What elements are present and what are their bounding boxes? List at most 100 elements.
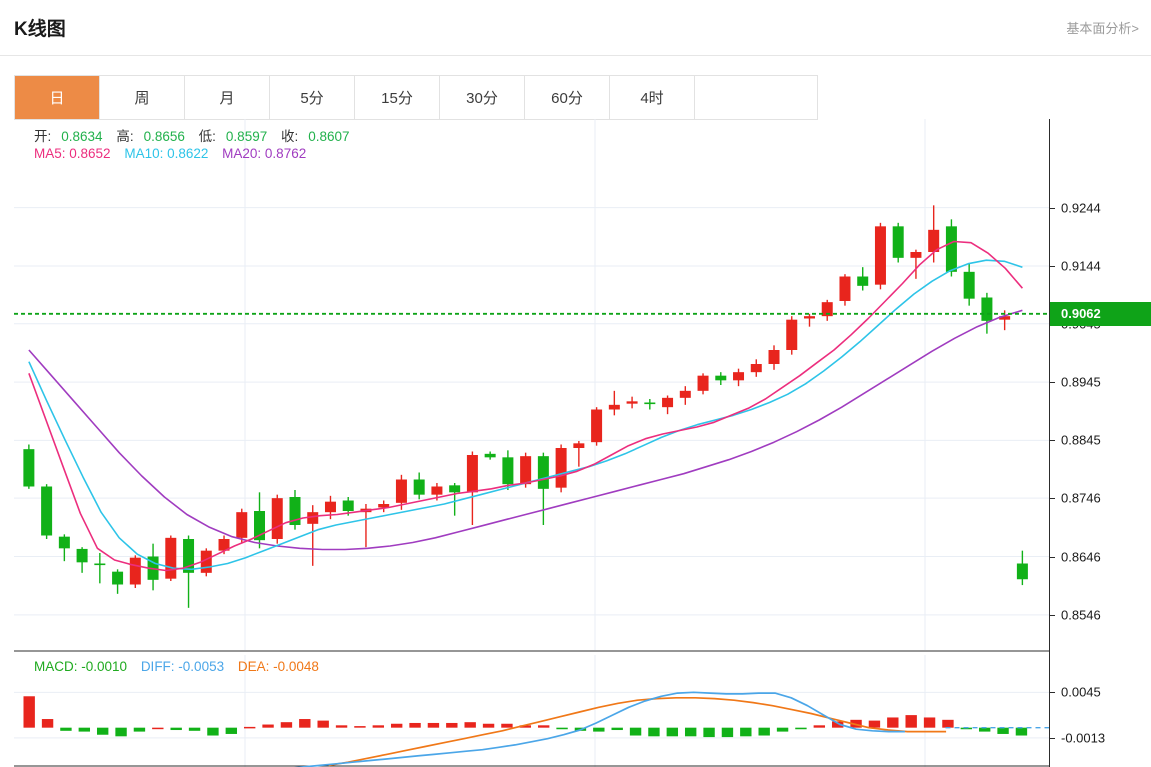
candle-body — [803, 316, 815, 319]
candle-body — [892, 226, 904, 258]
candle-body — [112, 571, 124, 585]
tab-5[interactable]: 30分 — [440, 76, 525, 119]
macd-hist-bar-2 — [60, 727, 72, 731]
macd-hist-bar-16 — [317, 720, 329, 728]
candle-body — [200, 550, 212, 573]
macd-hist-bar-23 — [446, 722, 458, 728]
diff-line — [294, 691, 905, 767]
candle-body — [218, 539, 230, 551]
candle-15 — [289, 490, 301, 530]
candle-body — [821, 302, 833, 317]
candle-body — [324, 501, 336, 513]
candle-9 — [183, 535, 195, 608]
macd-hist-bar-27 — [519, 725, 532, 728]
period-tabbar: 日 周 月 5分 15分 30分 60分 4时 — [14, 75, 818, 120]
candle-body — [76, 548, 88, 563]
tab-7[interactable]: 4时 — [610, 76, 695, 119]
tab-4[interactable]: 15分 — [355, 76, 440, 119]
tab-6[interactable]: 60分 — [525, 76, 610, 119]
candle-body — [431, 486, 443, 495]
tab-2[interactable]: 月 — [185, 76, 270, 119]
macd-hist-bar-3 — [78, 727, 91, 732]
macd-hist-bar-50 — [942, 719, 954, 728]
macd-hist-bar-20 — [390, 723, 403, 728]
candle-body — [236, 512, 248, 538]
axis-tick-6 — [1049, 556, 1055, 558]
macd-hist-bar-9 — [188, 727, 201, 731]
axis-tick-3 — [1049, 382, 1055, 384]
candle-2 — [58, 534, 70, 562]
candle-31 — [573, 441, 585, 467]
candle-1 — [41, 484, 53, 539]
candle-body — [573, 443, 585, 448]
macd-hist-bar-12 — [243, 726, 256, 729]
candle-38 — [697, 373, 709, 395]
tab-1[interactable]: 周 — [100, 76, 185, 119]
macd-hist-bar-24 — [464, 722, 476, 728]
macd-hist-bar-1 — [41, 719, 54, 728]
macd-hist-bar-28 — [537, 725, 550, 728]
fundamental-analysis-link[interactable]: 基本面分析> — [1066, 21, 1139, 36]
macd-hist-bar-53 — [997, 727, 1009, 734]
tab-3[interactable]: 5分 — [270, 76, 355, 119]
tab-label: 5分 — [300, 90, 324, 107]
candle-53 — [963, 263, 975, 306]
candle-body — [626, 401, 638, 404]
ma10-line — [28, 259, 1023, 571]
macd-hist-bar-33 — [629, 727, 642, 736]
candle-body — [41, 486, 53, 536]
candle-body — [484, 453, 496, 458]
candle-body — [679, 390, 691, 398]
tab-label: 60分 — [551, 90, 583, 107]
tabbar-spacer — [695, 76, 818, 119]
candle-body — [928, 229, 940, 252]
candle-50 — [910, 249, 922, 279]
axis-tick-4 — [1049, 440, 1055, 442]
candle-30 — [555, 444, 567, 493]
macd-axis-tick-0 — [1049, 692, 1055, 694]
macd-hist-bar-35 — [666, 727, 679, 737]
macd-hist-bar-49 — [923, 717, 936, 728]
axis-label-3: 0.8945 — [1061, 374, 1101, 390]
candle-54 — [981, 292, 993, 334]
candle-body — [395, 479, 407, 503]
candle-body — [537, 456, 549, 489]
tab-label: 周 — [134, 90, 150, 107]
candle-body — [254, 511, 266, 541]
macd-hist-bar-54 — [1015, 727, 1028, 736]
candle-body — [750, 364, 762, 373]
candle-3 — [76, 547, 88, 573]
candle-body — [697, 375, 709, 391]
axis-label-1: 0.9144 — [1061, 258, 1101, 274]
candle-51 — [928, 205, 940, 263]
tab-0[interactable]: 日 — [15, 76, 100, 119]
macd-hist-bar-14 — [280, 722, 293, 728]
candle-14 — [271, 494, 283, 544]
candle-body — [591, 409, 603, 443]
candle-body — [466, 455, 478, 493]
macd-hist-bar-44 — [831, 721, 844, 728]
chart-canvas[interactable]: 开: 0.8634 高: 0.8656 低: 0.8597 收: 0.8607 MA5:… — [14, 119, 1049, 767]
candle-body — [58, 536, 70, 549]
candle-7 — [147, 543, 159, 591]
candle-47 — [857, 267, 869, 291]
candle-6 — [129, 555, 141, 588]
candle-body — [449, 485, 461, 493]
axis-tick-1 — [1049, 266, 1055, 267]
macd-hist-bar-7 — [152, 727, 164, 730]
macd-hist-bar-40 — [758, 727, 770, 736]
candle-10 — [200, 548, 212, 577]
macd-hist-bar-52 — [978, 727, 991, 732]
candle-8 — [165, 535, 177, 581]
macd-hist-bar-38 — [721, 727, 734, 738]
axis-tick-5 — [1049, 498, 1055, 500]
candle-body — [733, 372, 745, 381]
candle-5 — [112, 569, 124, 594]
macd-hist-bar-26 — [501, 723, 513, 728]
macd-hist-bar-42 — [795, 727, 807, 730]
candle-body — [129, 557, 141, 585]
candle-45 — [821, 299, 833, 321]
candle-body — [874, 226, 886, 285]
ma20-line — [28, 309, 1023, 551]
candle-0 — [23, 444, 35, 489]
